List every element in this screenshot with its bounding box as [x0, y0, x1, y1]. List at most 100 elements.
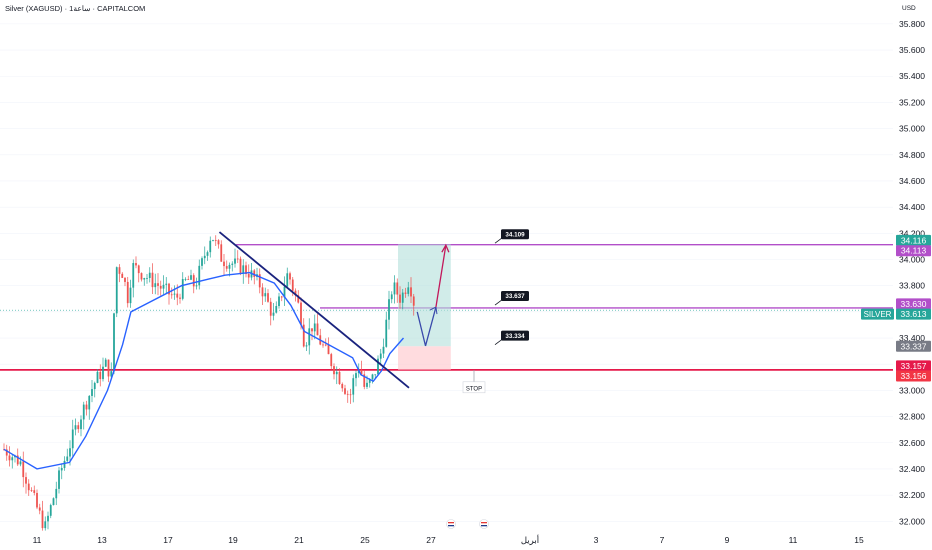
y-tick-label: 35.000 [899, 124, 925, 134]
us-flag-icon[interactable] [446, 519, 456, 529]
candle-body [269, 301, 272, 316]
candle-body [366, 382, 368, 387]
x-tick-label: 17 [163, 535, 173, 545]
candle-body [267, 293, 269, 302]
candle-body [399, 294, 401, 303]
candle-body [107, 359, 110, 377]
y-tick-label: 34.400 [899, 202, 925, 212]
candle-body [49, 505, 52, 516]
candle-body [63, 460, 66, 468]
candle-body [404, 292, 407, 294]
projection-leg[interactable] [416, 306, 437, 347]
candle-body [135, 263, 137, 266]
candle-body [338, 371, 341, 384]
candle-body [289, 273, 291, 280]
candle-body [55, 488, 58, 499]
candle-body [407, 287, 410, 294]
projection-leg[interactable] [435, 245, 447, 308]
price-tag[interactable] [896, 245, 931, 257]
y-axis[interactable]: 35.800 35.600 35.400 35.200 35.000 34.800 34.6… [861, 19, 931, 526]
candle-body [247, 274, 250, 278]
candle-body [231, 263, 234, 265]
x-tick-label: 15 [854, 535, 864, 545]
y-tick-label: 33.400 [899, 333, 925, 343]
candle-body [143, 278, 146, 280]
target-zone[interactable] [398, 244, 451, 347]
candle-body [374, 374, 377, 376]
candle-body [38, 507, 41, 511]
price-tag[interactable] [896, 298, 931, 310]
stop-zone[interactable] [398, 346, 451, 370]
us-flag-icon[interactable] [479, 519, 489, 529]
projection-path[interactable] [416, 243, 450, 347]
candle-body [187, 278, 190, 280]
x-tick-label: 11 [789, 535, 798, 545]
price-tag[interactable] [896, 308, 931, 320]
symbol-tag-label: SILVER [864, 310, 892, 319]
candle-body [330, 354, 333, 367]
trendline[interactable] [218, 231, 410, 389]
candle-body [88, 395, 91, 410]
price-tag[interactable] [896, 234, 931, 246]
candle-body [66, 456, 69, 461]
x-tick-label: 11 [33, 535, 42, 545]
x-tick-label: 13 [97, 535, 107, 545]
candle-body [280, 296, 283, 298]
callout-box [501, 291, 529, 302]
candle-body [80, 419, 82, 430]
candle-body [335, 371, 338, 375]
y-tick-label: 32.800 [899, 412, 925, 422]
candle-body [47, 515, 49, 522]
arrow-head [435, 306, 438, 315]
candle-body [195, 285, 198, 287]
candle-body [313, 323, 316, 332]
candle-body [201, 258, 203, 266]
candle-body [390, 294, 393, 300]
candle-body [159, 285, 162, 289]
candle-body [181, 279, 184, 299]
price-tag-label: 34.116 [901, 235, 927, 245]
candle-body [209, 240, 212, 253]
symbol-tag[interactable] [861, 308, 894, 320]
candle-body [275, 306, 278, 313]
candle-body [60, 467, 63, 471]
x-tick-label: 21 [294, 535, 304, 545]
candle-body [44, 521, 47, 529]
price-tag-label: 33.630 [901, 299, 927, 309]
price-tag[interactable] [896, 370, 931, 382]
x-axis[interactable]: 11 13 17 19 21 25 27 أبريل 3 7 9 11 15 [33, 533, 864, 546]
event-flags[interactable] [446, 519, 489, 529]
x-tick-label: 3 [594, 535, 599, 545]
candle-body [360, 369, 363, 375]
trendline-segment[interactable] [218, 231, 410, 389]
candle-body [302, 324, 305, 347]
y-tick-label: 35.800 [899, 19, 925, 29]
candle-body [272, 312, 275, 316]
symbol-title: Silver (XAGUSD) · 1ساعة · CAPITALCOM [5, 4, 145, 13]
price-tag-label: 33.156 [901, 371, 927, 381]
candle-body [283, 286, 286, 298]
price-tag[interactable] [896, 340, 931, 352]
candle-body [385, 319, 388, 347]
callout-box [501, 330, 529, 341]
candle-body [220, 244, 223, 262]
candle-body [96, 371, 99, 383]
candle-body [85, 404, 88, 410]
position-tool[interactable] [398, 244, 451, 370]
candle-body [146, 277, 148, 279]
us-flag-stripe [448, 522, 454, 524]
price-tag[interactable] [896, 360, 931, 372]
candle-body [352, 378, 355, 395]
stop-box [462, 381, 486, 394]
candle-body [223, 261, 225, 267]
callout-label: 33.334 [505, 333, 525, 340]
candle-body [322, 344, 324, 346]
candle-body [212, 240, 214, 241]
candle-body [412, 296, 415, 306]
us-flag-stripe [481, 525, 487, 527]
annotations: 34.109 33.637 33.334 STOP [462, 229, 529, 394]
candle-body [308, 328, 311, 346]
candle-body [305, 345, 308, 347]
